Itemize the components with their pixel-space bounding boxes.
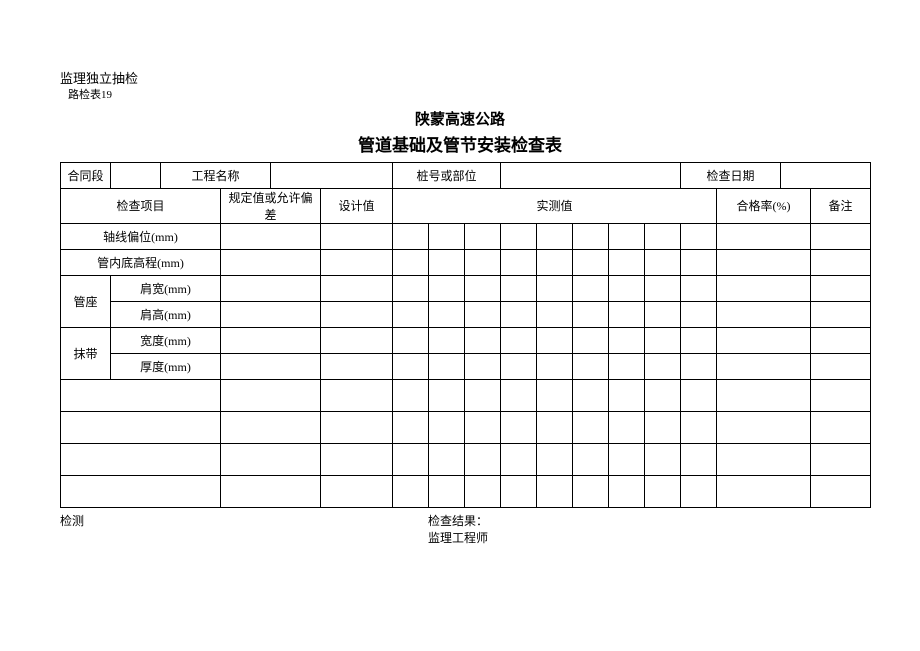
table-row: 管内底高程(mm): [61, 249, 871, 275]
col-spec: 规定值或允许偏差: [221, 188, 321, 223]
col-design: 设计值: [321, 188, 393, 223]
col-item: 检查项目: [61, 188, 221, 223]
group-plaster: 抹带: [61, 327, 111, 379]
title-line-1: 陕蒙高速公路: [60, 108, 860, 129]
footer-engineer-label: 监理工程师: [428, 529, 860, 546]
label-date: 检查日期: [681, 162, 781, 188]
footer-result-label: 检查结果：: [428, 512, 860, 529]
table-row: 厚度(mm): [61, 353, 871, 379]
title-line-2: 管道基础及管节安装检查表: [60, 131, 860, 156]
info-row: 合同段 工程名称 桩号或部位 检查日期: [61, 162, 871, 188]
col-remark: 备注: [811, 188, 871, 223]
value-station: [501, 162, 681, 188]
item-shoulder-height: 肩高(mm): [111, 301, 221, 327]
item-axis: 轴线偏位(mm): [61, 223, 221, 249]
table-row: [61, 411, 871, 443]
table-row: 管座 肩宽(mm): [61, 275, 871, 301]
table-row: [61, 475, 871, 507]
item-elevation: 管内底高程(mm): [61, 249, 221, 275]
value-project: [271, 162, 393, 188]
label-project: 工程名称: [161, 162, 271, 188]
table-row: [61, 379, 871, 411]
corner-line-2: 路检表19: [68, 88, 860, 103]
value-contract: [111, 162, 161, 188]
group-pipe-seat: 管座: [61, 275, 111, 327]
item-thickness: 厚度(mm): [111, 353, 221, 379]
inspection-table: 合同段 工程名称 桩号或部位 检查日期 检查项目 规定值或允许偏差 设计值 实测…: [60, 162, 871, 508]
footer-check: 检测: [60, 512, 428, 546]
corner-line-1: 监理独立抽检: [60, 70, 860, 88]
table-row: 肩高(mm): [61, 301, 871, 327]
col-measured: 实测值: [393, 188, 717, 223]
label-contract: 合同段: [61, 162, 111, 188]
table-row: 抹带 宽度(mm): [61, 327, 871, 353]
item-width: 宽度(mm): [111, 327, 221, 353]
label-station: 桩号或部位: [393, 162, 501, 188]
column-header-row: 检查项目 规定值或允许偏差 设计值 实测值 合格率(%) 备注: [61, 188, 871, 223]
footer: 检测 检查结果： 监理工程师: [60, 512, 860, 546]
item-shoulder-width: 肩宽(mm): [111, 275, 221, 301]
col-passrate: 合格率(%): [717, 188, 811, 223]
header-corner: 监理独立抽检 路检表19: [60, 70, 860, 104]
value-date: [781, 162, 871, 188]
table-row: [61, 443, 871, 475]
table-row: 轴线偏位(mm): [61, 223, 871, 249]
